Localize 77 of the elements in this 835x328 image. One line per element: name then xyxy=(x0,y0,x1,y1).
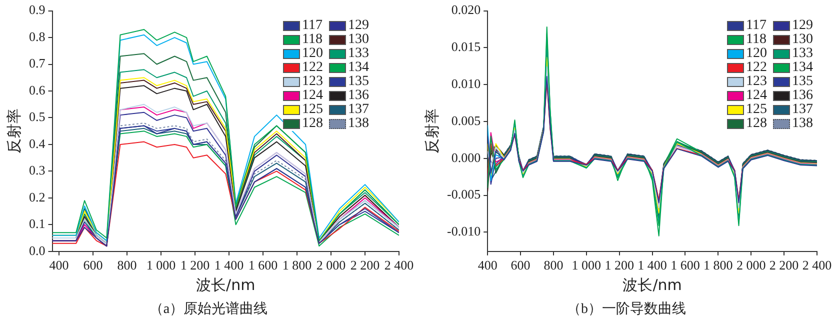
legend-label: 136 xyxy=(348,88,369,103)
x-tick-label: 1 800 xyxy=(704,258,733,273)
text: （b）一阶导数曲线 xyxy=(566,300,687,318)
legend-label: 130 xyxy=(348,32,369,47)
x-axis-title: 波长/nm xyxy=(196,276,256,294)
x-tick-label: 1 200 xyxy=(180,258,210,273)
legend-label: 120 xyxy=(302,46,323,61)
x-tick-label: 1 000 xyxy=(572,258,602,273)
legend-label: 117 xyxy=(302,18,322,33)
x-tick-label: 2 200 xyxy=(769,258,799,273)
y-tick-label: 0.005 xyxy=(451,112,481,128)
x-tick-label: 2 000 xyxy=(316,258,346,273)
y-tick-label: 0.010 xyxy=(451,76,481,92)
legend-label: 137 xyxy=(792,102,813,117)
x-tick-label: 1 600 xyxy=(248,258,278,273)
legend-label: 123 xyxy=(302,74,323,89)
y-tick-label: -0.005 xyxy=(446,186,481,202)
legend-label: 125 xyxy=(746,102,767,117)
legend-label: 122 xyxy=(302,60,323,75)
legend-label: 125 xyxy=(302,102,323,117)
legend-label: 133 xyxy=(792,46,813,61)
x-tick-label: 2 400 xyxy=(384,258,414,273)
legend-label: 123 xyxy=(746,74,767,89)
x-tick-label: 600 xyxy=(510,258,530,273)
y-axis-title: 反射率 xyxy=(4,108,23,154)
y-tick-label: 0.7 xyxy=(29,56,46,71)
x-tick-label: 600 xyxy=(83,258,103,273)
legend-label: 134 xyxy=(348,60,369,75)
legend-label: 124 xyxy=(302,88,323,103)
x-tick-label: 800 xyxy=(544,258,564,273)
x-tick-label: 800 xyxy=(117,258,137,273)
y-tick-label: 0.000 xyxy=(451,150,481,165)
legend-label: 118 xyxy=(746,32,766,47)
y-tick-label: 0.9 xyxy=(29,2,46,18)
y-tick-label: 0.4 xyxy=(29,136,46,151)
x-tick-label: 1 800 xyxy=(282,258,312,273)
legend-label: 138 xyxy=(348,116,369,131)
legend-label: 118 xyxy=(302,32,322,47)
x-tick-label: 1 600 xyxy=(670,258,700,273)
y-tick-label: 0.2 xyxy=(29,189,46,204)
x-axis-title: 波长/nm xyxy=(622,276,682,294)
legend-label: 135 xyxy=(792,74,813,89)
x-tick-label: 1 400 xyxy=(214,258,244,273)
y-tick-label: 0.0 xyxy=(29,242,46,258)
x-tick-label: 2 200 xyxy=(350,258,380,273)
x-tick-label: 2 000 xyxy=(736,258,766,273)
x-tick-label: 1 400 xyxy=(638,258,667,273)
y-tick-label: 0.5 xyxy=(29,109,46,124)
legend-label: 120 xyxy=(746,46,767,61)
y-tick-label: 0.015 xyxy=(451,39,481,54)
x-tick-label: 1 200 xyxy=(604,258,634,273)
y-axis-title: 反射率 xyxy=(422,108,441,154)
legend-label: 137 xyxy=(348,102,369,117)
legend-label: 124 xyxy=(746,88,767,103)
legend-label: 117 xyxy=(746,18,766,33)
x-tick-label: 2 400 xyxy=(802,258,832,273)
legend-label: 128 xyxy=(302,116,323,131)
legend-label: 128 xyxy=(746,116,767,131)
legend-label: 130 xyxy=(792,32,813,47)
y-tick-label: 0.6 xyxy=(29,82,46,98)
y-tick-label: 0.1 xyxy=(29,216,46,232)
x-tick-label: 400 xyxy=(478,258,498,273)
legend-label: 133 xyxy=(348,46,369,61)
legend-label: 129 xyxy=(792,18,813,33)
legend-label: 136 xyxy=(792,88,813,103)
y-tick-label: 0.3 xyxy=(29,162,46,178)
y-tick-label: 0.8 xyxy=(29,28,46,44)
y-tick-label: -0.010 xyxy=(446,224,481,239)
legend-label: 134 xyxy=(792,60,813,75)
legend-label: 122 xyxy=(746,60,767,75)
legend-label: 129 xyxy=(348,18,369,33)
text: （a）原始光谱曲线 xyxy=(148,300,269,318)
x-tick-label: 400 xyxy=(49,258,69,273)
y-tick-label: 0.020 xyxy=(451,2,481,18)
legend-label: 135 xyxy=(348,74,369,89)
legend-label: 138 xyxy=(792,116,813,131)
x-tick-label: 1 000 xyxy=(146,258,176,273)
